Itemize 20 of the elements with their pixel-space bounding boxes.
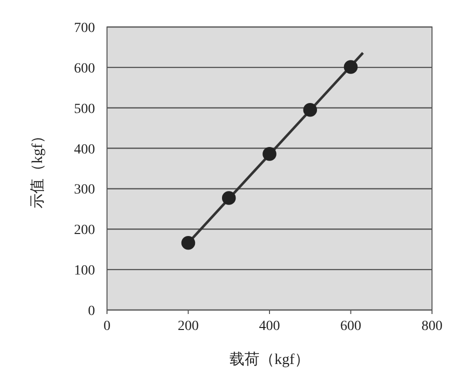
y-tick-label: 200 xyxy=(74,223,95,238)
x-tick-label: 600 xyxy=(340,319,362,334)
point xyxy=(181,236,196,250)
y-tick-label: 400 xyxy=(74,142,95,158)
y-tick-label: 300 xyxy=(74,182,95,198)
y-tick-label: 700 xyxy=(74,21,95,36)
point xyxy=(303,102,318,117)
y-tick-label: 0 xyxy=(88,304,95,319)
x-axis-title: 载荷（kgf） xyxy=(230,351,310,368)
point xyxy=(262,147,276,161)
y-tick-label: 500 xyxy=(74,102,95,117)
x-tick-label: 800 xyxy=(422,319,442,334)
x-tick-label: 200 xyxy=(178,319,199,334)
x-tick-label: 0 xyxy=(104,319,110,334)
y-tick-label: 100 xyxy=(74,264,95,279)
point xyxy=(222,191,236,205)
y-axis-title: 示值（kgf） xyxy=(30,128,46,208)
point xyxy=(344,60,358,74)
x-tick-label: 400 xyxy=(259,319,280,334)
y-tick-label: 600 xyxy=(74,61,95,76)
